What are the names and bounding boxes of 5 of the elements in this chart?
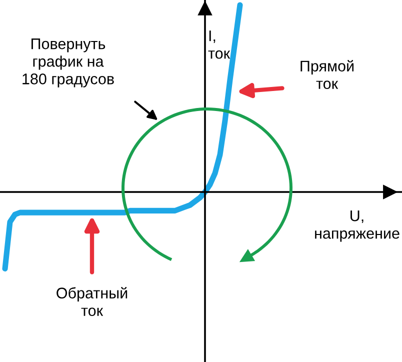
y-axis-title: I, ток bbox=[208, 30, 230, 59]
annotation: Повернуть график на 180 градусов bbox=[22, 38, 114, 88]
text: Прямой ток bbox=[300, 60, 354, 90]
x-axis-title: U, напряжение bbox=[315, 210, 400, 242]
text: Обратный ток bbox=[56, 287, 128, 316]
